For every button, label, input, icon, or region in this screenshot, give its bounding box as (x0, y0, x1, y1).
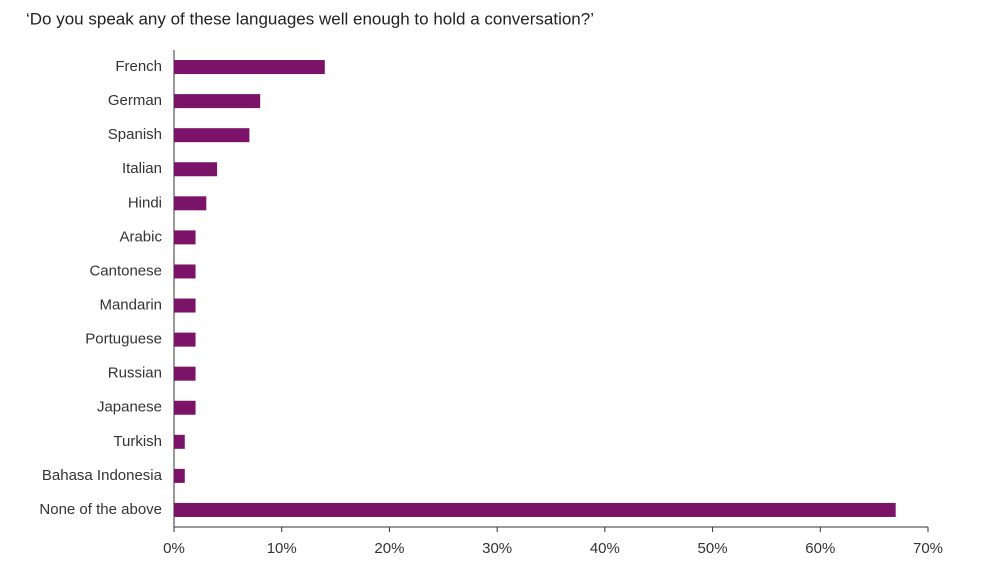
bar (174, 366, 196, 381)
y-tick-label: Bahasa Indonesia (42, 467, 163, 484)
x-tick-label: 60% (805, 540, 835, 557)
y-tick-label: Italian (122, 160, 162, 177)
x-tick-label: 40% (590, 540, 620, 557)
y-tick-label: None of the above (39, 501, 162, 518)
y-tick-label: German (108, 92, 162, 109)
y-tick-label: Japanese (97, 399, 162, 416)
bar (174, 468, 185, 483)
bar (174, 230, 196, 245)
y-tick-label: Mandarin (99, 297, 162, 314)
bar (174, 298, 196, 313)
x-tick-label: 10% (267, 540, 297, 557)
x-tick-label: 50% (698, 540, 728, 557)
bar (174, 60, 325, 75)
x-tick-label: 0% (163, 540, 185, 557)
x-tick-label: 30% (482, 540, 512, 557)
y-tick-label: Arabic (119, 228, 162, 245)
bar (174, 502, 896, 517)
bar (174, 162, 218, 177)
x-tick-label: 20% (374, 540, 404, 557)
y-tick-label: Hindi (128, 194, 162, 211)
bar (174, 332, 196, 347)
bar (174, 94, 261, 109)
bar (174, 128, 250, 143)
y-tick-label: Portuguese (85, 331, 162, 348)
y-tick-label: Cantonese (89, 262, 162, 279)
bar (174, 264, 196, 279)
x-tick-label: 70% (913, 540, 943, 557)
y-tick-label: Turkish (113, 433, 162, 450)
bar (174, 434, 185, 449)
bar (174, 400, 196, 415)
y-tick-label: French (115, 58, 162, 75)
y-tick-label: Spanish (108, 126, 162, 143)
chart-title: ‘Do you speak any of these languages wel… (26, 9, 594, 28)
y-tick-label: Russian (108, 365, 162, 382)
bar (174, 196, 207, 211)
